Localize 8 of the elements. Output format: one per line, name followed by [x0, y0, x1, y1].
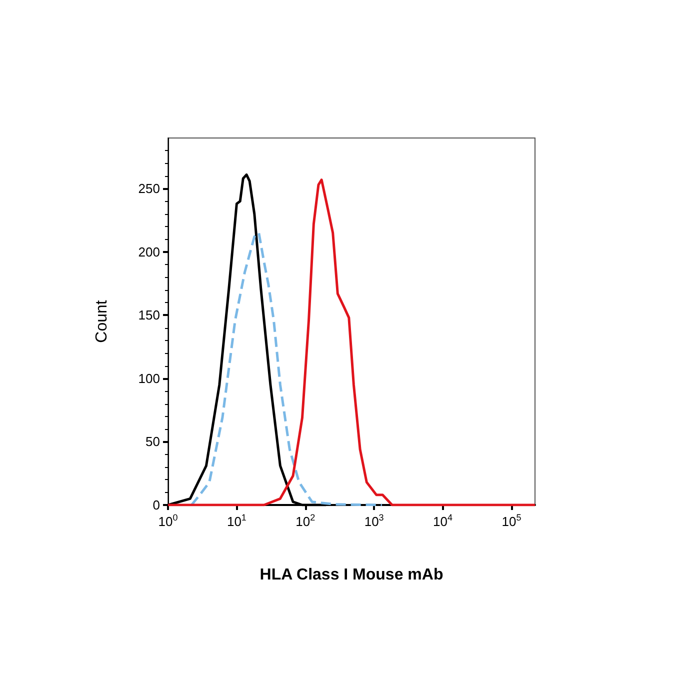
x-axis-title: HLA Class I Mouse mAb: [260, 566, 444, 584]
y-tick-label: 200: [138, 244, 160, 260]
y-tick-label: 150: [138, 308, 160, 323]
y-tick-label: 250: [138, 181, 160, 196]
y-tick-label: 0: [152, 498, 160, 512]
y-tick-label: 100: [138, 370, 160, 386]
y-tick-label: 50: [146, 434, 160, 450]
y-axis-title: Count: [94, 300, 110, 343]
